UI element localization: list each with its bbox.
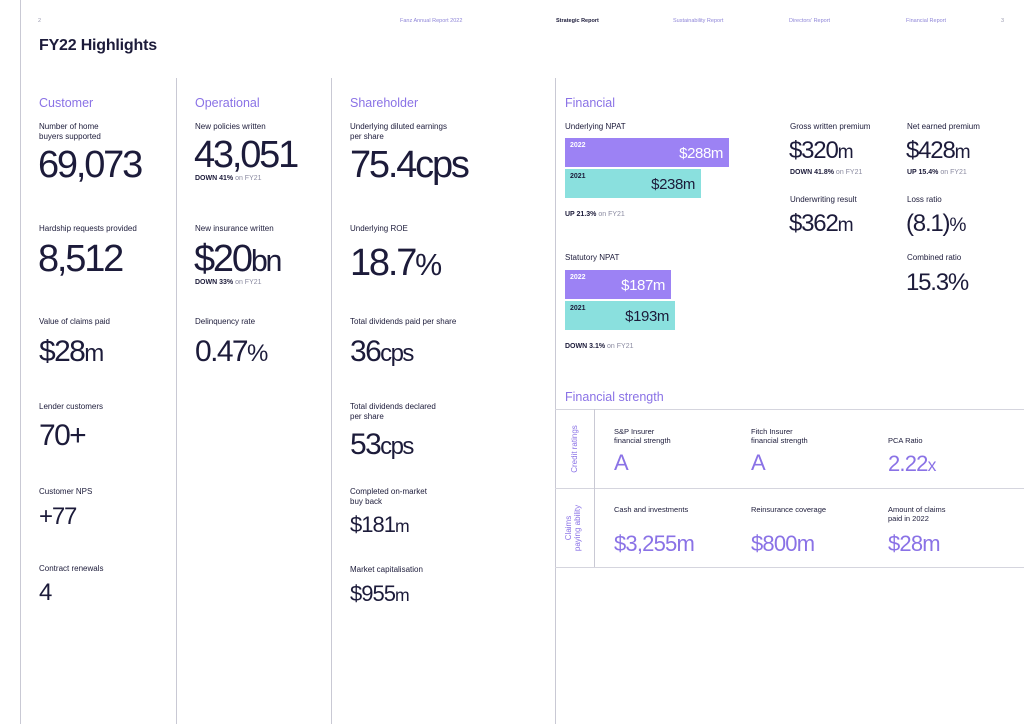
claims-paid-value: $28m: [39, 335, 104, 368]
dividends-paid-label: Total dividends paid per share: [350, 317, 457, 326]
statutory-bar-2021: 2021 $193m: [565, 301, 675, 330]
statutory-npat-label: Statutory NPAT: [565, 253, 620, 262]
reinsurance-value: $800m: [751, 531, 815, 556]
page-number-right: 3: [1001, 18, 1005, 24]
nep-value: $428m: [906, 137, 971, 164]
market-cap-value: $955m: [350, 581, 410, 606]
page-title: FY22 Highlights: [39, 37, 157, 54]
npat-bar-2021: 2021 $238m: [565, 169, 701, 198]
new-insurance-label: New insurance written: [195, 224, 274, 233]
cash-investments-value: $3,255m: [614, 531, 695, 556]
financial-strength-heading: Financial strength: [565, 390, 664, 404]
lender-customers-label: Lender customers: [39, 402, 104, 411]
credit-ratings-label: Credit ratings: [570, 425, 579, 473]
nep-change: UP 15.4% on FY21: [907, 169, 967, 176]
customer-heading: Customer: [39, 96, 94, 110]
eps-value: 75.4cps: [350, 144, 470, 186]
nav-annual-report[interactable]: Fanz Annual Report 2022: [400, 18, 463, 24]
underwriting-label: Underwriting result: [790, 195, 857, 204]
customer-nps-label: Customer NPS: [39, 487, 93, 496]
claims-2022-value: $28m: [888, 531, 941, 556]
dividends-declared-value: 53cps: [350, 428, 414, 461]
cash-investments-label: Cash and investments: [614, 505, 689, 514]
claims-2022-label: Amount of claims paid in 2022: [888, 505, 946, 523]
claims-paying-label: Claims paying ability: [564, 504, 582, 552]
nav-sustainability-report[interactable]: Sustainability Report: [673, 18, 724, 24]
buyback-value: $181m: [350, 512, 410, 537]
financial-heading: Financial: [565, 96, 616, 110]
new-insurance-value: $20bn: [194, 238, 282, 280]
bar-year-label: 2022: [570, 274, 586, 281]
column-divider: [176, 78, 177, 724]
fitch-rating-value: A: [751, 450, 766, 475]
buyback-label: Completed on-market buy back: [350, 487, 427, 506]
bar-year-label: 2022: [570, 142, 586, 149]
strength-row-label-divider: [594, 409, 595, 567]
statutory-npat-change: DOWN 3.1% on FY21: [565, 343, 634, 350]
nep-label: Net earned premium: [907, 122, 980, 131]
market-cap-label: Market capitalisation: [350, 565, 423, 574]
loss-ratio-label: Loss ratio: [907, 195, 942, 204]
shareholder-heading: Shareholder: [350, 96, 419, 110]
strength-bottom-rule: [555, 567, 1024, 568]
gwp-label: Gross written premium: [790, 122, 871, 131]
hardship-value: 8,512: [38, 238, 124, 280]
delinquency-label: Delinquency rate: [195, 317, 256, 326]
lender-customers-value: 70+: [39, 419, 87, 452]
page-number-left: 2: [38, 18, 42, 24]
underwriting-value: $362m: [789, 210, 854, 237]
new-policies-change: DOWN 41% on FY21: [195, 175, 262, 182]
underlying-npat-change: UP 21.3% on FY21: [565, 211, 625, 218]
loss-ratio-value: (8.1)%: [906, 210, 966, 237]
combined-ratio-label: Combined ratio: [907, 253, 962, 262]
bar-value-label: $288m: [679, 145, 723, 162]
statutory-bar-2022: 2022 $187m: [565, 270, 671, 299]
column-divider: [555, 78, 556, 724]
underlying-npat-label: Underlying NPAT: [565, 122, 626, 131]
page-margin-rule: [20, 0, 21, 724]
dividends-declared-label: Total dividends declared per share: [350, 402, 436, 421]
bar-value-label: $187m: [621, 277, 665, 294]
contract-renewals-value: 4: [39, 579, 52, 606]
strength-top-rule: [555, 409, 1024, 410]
home-buyers-value: 69,073: [38, 144, 143, 186]
operational-heading: Operational: [195, 96, 260, 110]
roe-label: Underlying ROE: [350, 224, 408, 233]
reinsurance-label: Reinsurance coverage: [751, 505, 827, 514]
roe-value: 18.7%: [350, 242, 442, 284]
pca-ratio-label: PCA Ratio: [888, 436, 923, 445]
gwp-change: DOWN 41.8% on FY21: [790, 169, 863, 176]
sp-rating-value: A: [614, 450, 629, 475]
pca-ratio-value: 2.22x: [888, 451, 936, 476]
bar-year-label: 2021: [570, 305, 586, 312]
nav-directors-report[interactable]: Directors' Report: [789, 18, 831, 24]
home-buyers-label: Number of home buyers supported: [39, 122, 101, 141]
new-insurance-change: DOWN 33% on FY21: [195, 279, 262, 286]
fitch-rating-label: Fitch Insurer financial strength: [751, 427, 808, 445]
gwp-value: $320m: [789, 137, 854, 164]
nav-strategic-report[interactable]: Strategic Report: [556, 18, 599, 24]
sp-rating-label: S&P Insurer financial strength: [614, 427, 671, 445]
bar-value-label: $193m: [625, 308, 669, 325]
contract-renewals-label: Contract renewals: [39, 564, 104, 573]
bar-year-label: 2021: [570, 173, 586, 180]
strength-middle-rule: [555, 488, 1024, 489]
new-policies-label: New policies written: [195, 122, 266, 131]
dividends-paid-value: 36cps: [350, 335, 414, 368]
new-policies-value: 43,051: [194, 134, 299, 176]
delinquency-value: 0.47%: [195, 335, 268, 368]
npat-bar-2022: 2022 $288m: [565, 138, 729, 167]
nav-financial-report[interactable]: Financial Report: [906, 18, 947, 24]
combined-ratio-value: 15.3%: [906, 269, 969, 296]
claims-paid-label: Value of claims paid: [39, 317, 110, 326]
hardship-label: Hardship requests provided: [39, 224, 137, 233]
customer-nps-value: +77: [39, 503, 77, 530]
column-divider: [331, 78, 332, 724]
eps-label: Underlying diluted earnings per share: [350, 122, 447, 141]
bar-value-label: $238m: [651, 176, 695, 193]
